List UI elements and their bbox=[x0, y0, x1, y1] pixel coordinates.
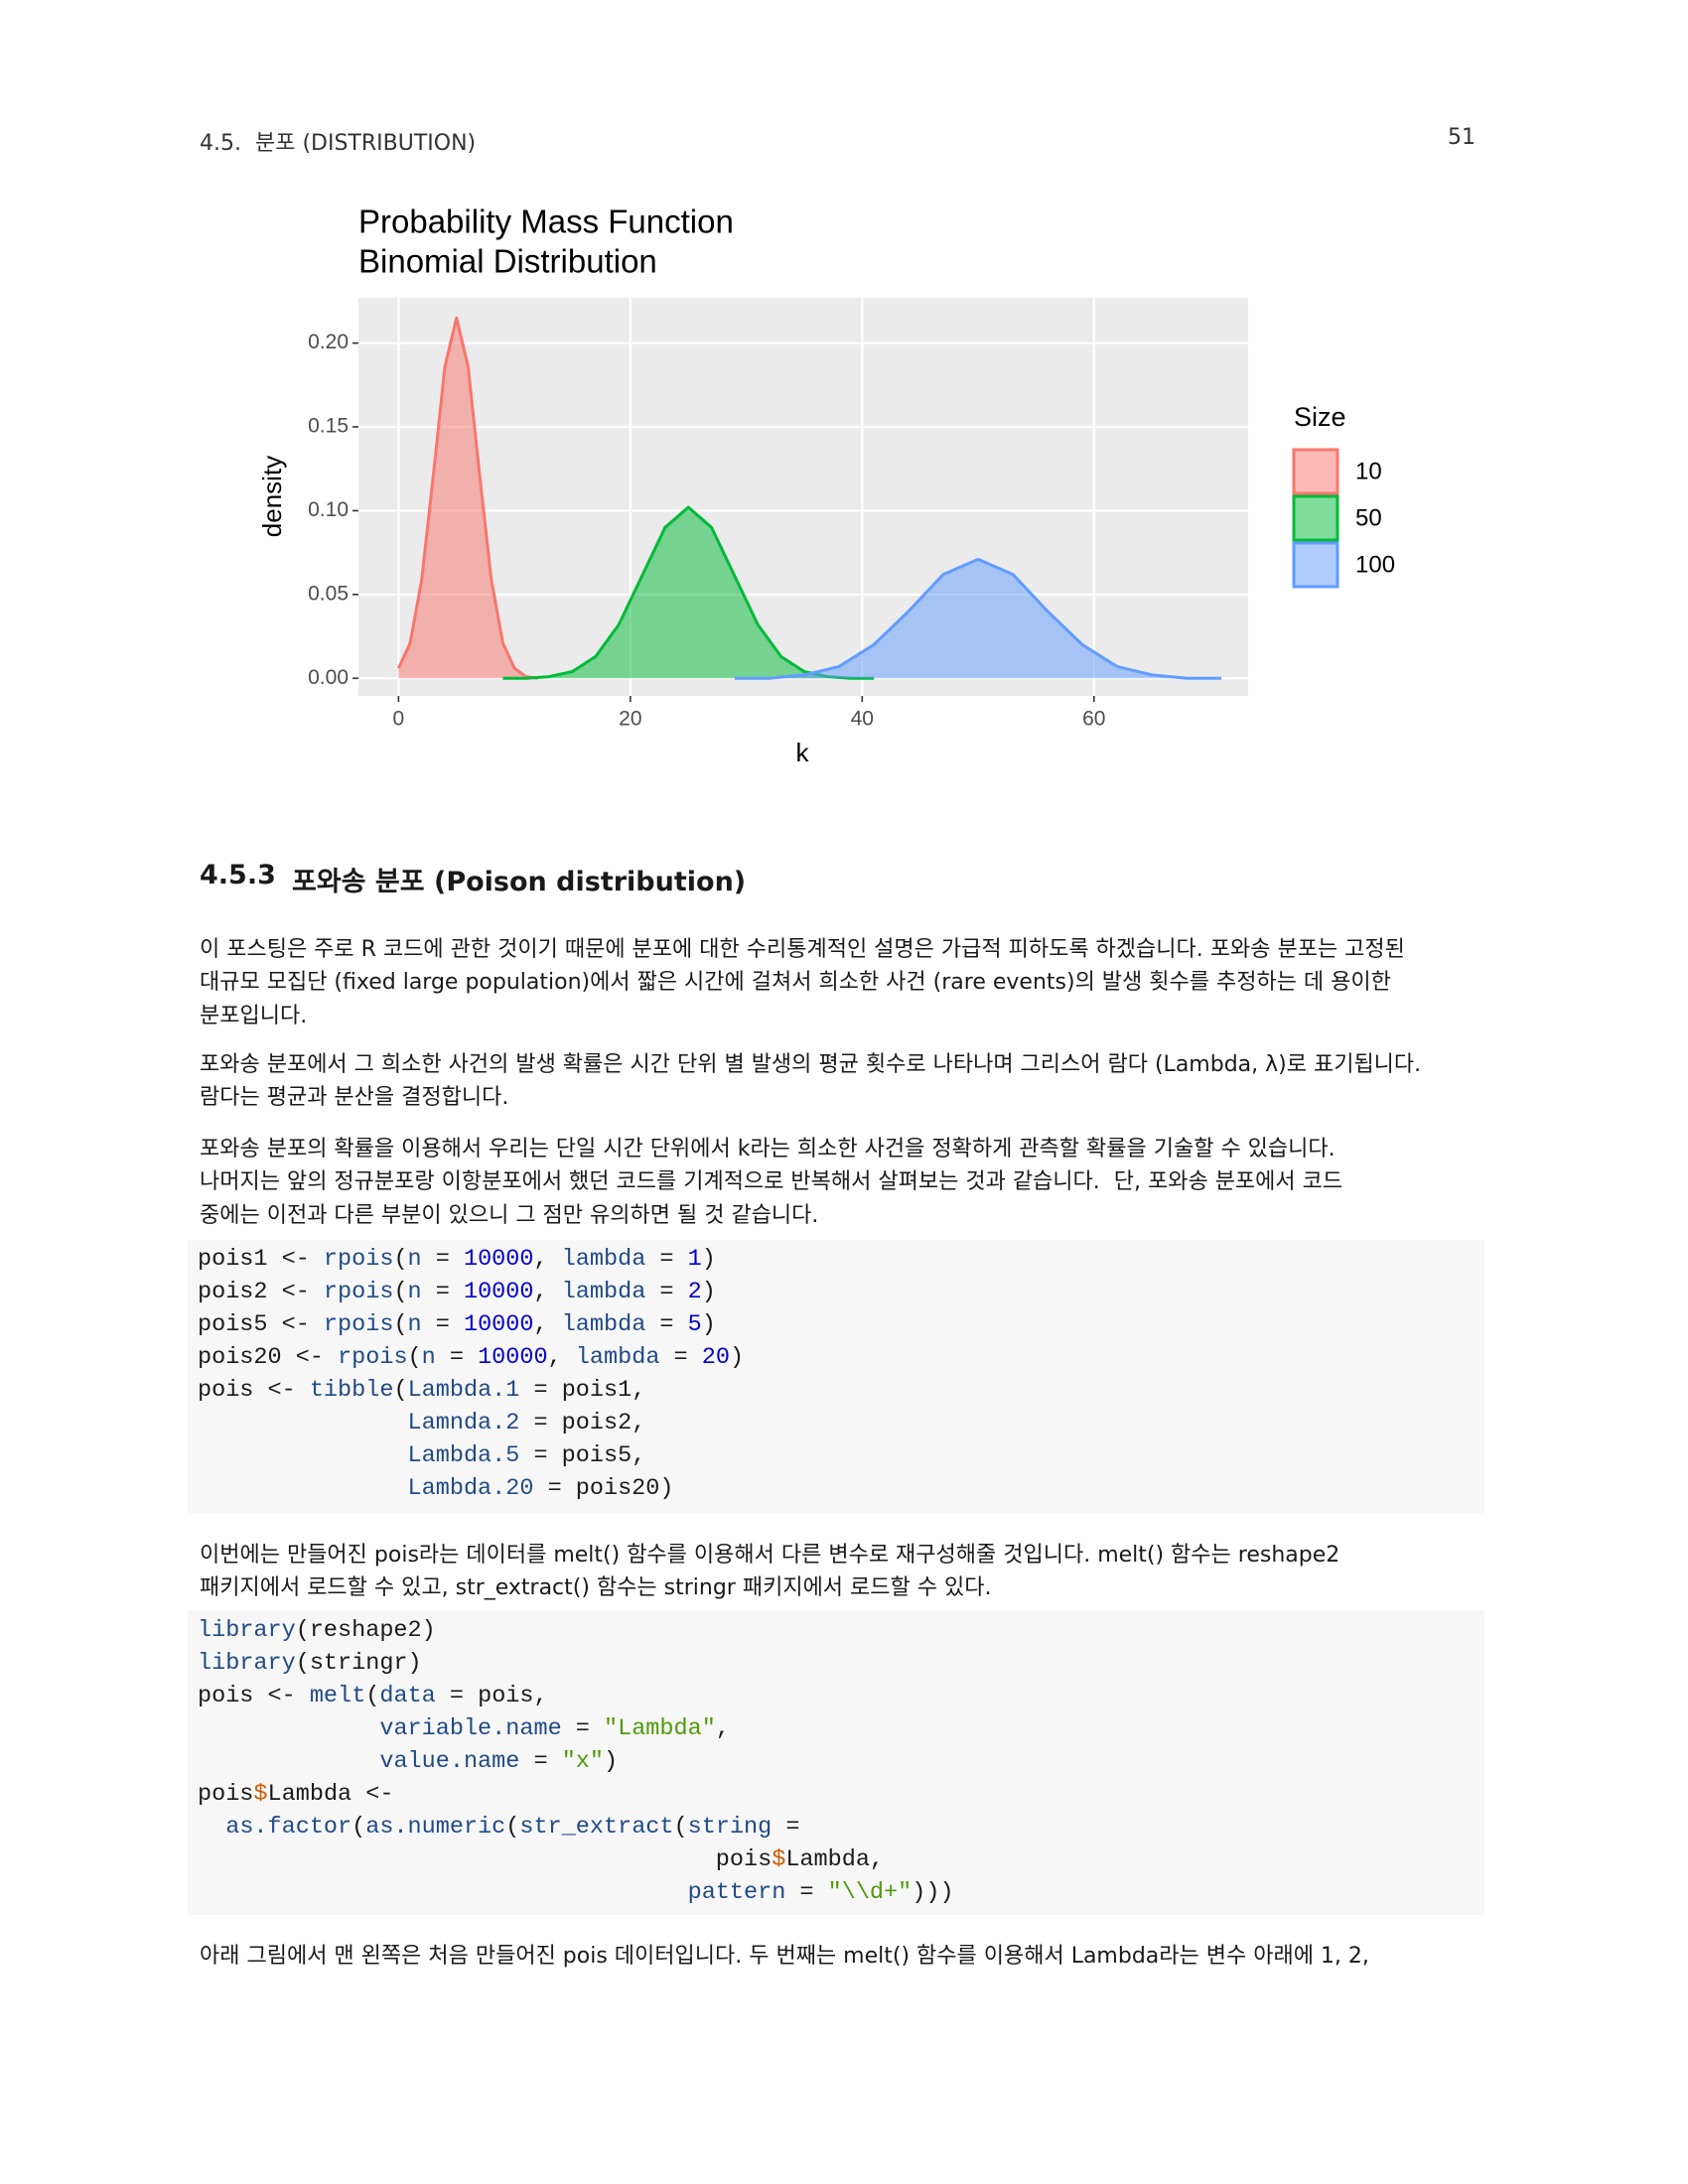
density-area bbox=[502, 507, 874, 679]
code-block bbox=[188, 1610, 1484, 1915]
code-line: pois$Lambda, bbox=[198, 1846, 885, 1873]
legend-label: 50 bbox=[1355, 504, 1382, 531]
paragraph-line: 이번에는 만들어진 pois라는 데이터를 melt() 함수를 이용해서 다른… bbox=[200, 1543, 1340, 1568]
page-number: 51 bbox=[1448, 125, 1476, 150]
paragraph-line: 분포입니다. bbox=[200, 1004, 308, 1028]
section-title: 포와송 분포 (Poison distribution) bbox=[292, 867, 747, 897]
density-area bbox=[398, 318, 538, 679]
legend-title: Size bbox=[1294, 402, 1346, 432]
code-line: library(stringr) bbox=[198, 1650, 422, 1677]
running-header: 4.5. 분포 (DISTRIBUTION) bbox=[200, 131, 477, 156]
code-line: value.name = "x") bbox=[379, 1748, 619, 1775]
code-line: variable.name = "Lambda", bbox=[379, 1715, 730, 1742]
code-line: pois <- melt(data = pois, bbox=[198, 1683, 548, 1709]
code-block bbox=[188, 1240, 1484, 1513]
y-tick-label: 0.20 bbox=[308, 331, 349, 353]
code-line: pois5 <- rpois(n = 10000, lambda = 5) bbox=[198, 1311, 716, 1338]
chart-title: Probability Mass Function bbox=[358, 204, 734, 240]
legend-key bbox=[1292, 494, 1339, 542]
code-line: Lambda.5 = pois5, bbox=[407, 1442, 646, 1469]
legend-key bbox=[1292, 448, 1339, 495]
density-line bbox=[734, 557, 1222, 680]
y-axis-title: density bbox=[257, 456, 287, 537]
code-line: library(reshape2) bbox=[198, 1617, 436, 1644]
x-axis-title: k bbox=[796, 738, 810, 767]
x-tick-label: 0 bbox=[393, 708, 405, 731]
y-tick-label: 0.00 bbox=[308, 666, 349, 689]
chart-subtitle: Binomial Distribution bbox=[358, 243, 657, 280]
density-area bbox=[734, 559, 1222, 679]
code-line: Lamnda.2 = pois2, bbox=[407, 1410, 646, 1436]
code-line: pois2 <- rpois(n = 10000, lambda = 2) bbox=[198, 1279, 716, 1305]
code-line: as.factor(as.numeric(str_extract(string … bbox=[225, 1814, 800, 1841]
paragraph-line: 람다는 평균과 분산을 결정합니다. bbox=[200, 1085, 509, 1110]
paragraph-line: 이 포스팅은 주로 R 코드에 관한 것이기 때문에 분포에 대한 수리통계적인… bbox=[200, 937, 1405, 962]
legend-label: 10 bbox=[1355, 458, 1382, 484]
plot-panel bbox=[358, 298, 1248, 696]
y-tick-label: 0.05 bbox=[308, 582, 349, 605]
code-line: pois <- tibble(Lambda.1 = pois1, bbox=[198, 1377, 646, 1404]
x-tick-label: 60 bbox=[1082, 708, 1105, 731]
x-tick-label: 20 bbox=[619, 708, 641, 731]
paragraph-line: 패키지에서 로드할 수 있고, str_extract() 함수는 string… bbox=[200, 1575, 992, 1600]
paragraph-line: 포와송 분포에서 그 희소한 사건의 발생 확률은 시간 단위 별 발생의 평균… bbox=[200, 1052, 1422, 1077]
code-line: pois$Lambda <- bbox=[198, 1781, 394, 1808]
chart: Probability Mass Function Binomial Distr… bbox=[257, 204, 1395, 767]
legend-key bbox=[1292, 541, 1339, 589]
y-tick-label: 0.15 bbox=[308, 415, 349, 438]
paragraph-line: 포와송 분포의 확률을 이용해서 우리는 단일 시간 단위에서 k라는 희소한 … bbox=[200, 1137, 1336, 1161]
legend-label: 100 bbox=[1355, 551, 1395, 578]
code-line: Lambda.20 = pois20) bbox=[407, 1475, 674, 1502]
paragraph-line: 중에는 이전과 다른 부분이 있으니 그 점만 유의하면 될 것 같습니다. bbox=[200, 1203, 819, 1228]
paragraph-line: 아래 그림에서 맨 왼쪽은 처음 만들어진 pois 데이터입니다. 두 번째는… bbox=[200, 1944, 1369, 1969]
y-tick-label: 0.10 bbox=[308, 498, 349, 521]
density-line bbox=[397, 316, 538, 680]
paragraph-line: 나머지는 앞의 정규분포랑 이항분포에서 했던 코드를 기계적으로 반복해서 살… bbox=[200, 1169, 1343, 1194]
code-line: pattern = "\\d+"))) bbox=[687, 1879, 954, 1906]
paragraph-line: 대규모 모집단 (fixed large population)에서 짧은 시간… bbox=[200, 970, 1391, 995]
section-number: 4.5.3 bbox=[200, 860, 276, 890]
x-tick-label: 40 bbox=[851, 708, 874, 731]
code-line: pois20 <- rpois(n = 10000, lambda = 20) bbox=[198, 1344, 745, 1371]
code-line: pois1 <- rpois(n = 10000, lambda = 1) bbox=[198, 1246, 716, 1273]
